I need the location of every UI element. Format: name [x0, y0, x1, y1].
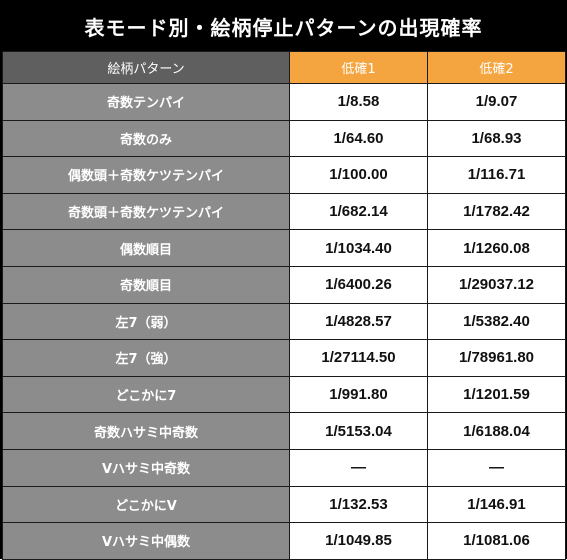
- pattern-cell: どこかに7: [2, 375, 290, 414]
- probability-table: 絵柄パターン 低確1 低確2 奇数テンパイ 1/8.58 1/9.07 奇数のみ…: [2, 51, 566, 560]
- low2-cell: 1/9.07: [427, 83, 566, 121]
- table-row: 左7（弱） 1/4828.57 1/5382.40: [2, 302, 566, 341]
- low2-cell: 1/6188.04: [427, 412, 566, 450]
- low2-cell: 1/68.93: [427, 119, 566, 158]
- table-row: どこかにV 1/132.53 1/146.91: [2, 485, 566, 524]
- low1-cell: 1/1034.40: [289, 229, 428, 267]
- low2-cell: 1/1081.06: [427, 522, 566, 560]
- low1-cell: 1/991.80: [289, 375, 428, 414]
- pattern-cell: 左7（弱）: [2, 302, 290, 341]
- low1-cell: 1/5153.04: [289, 412, 428, 450]
- pattern-cell: Vハサミ中奇数: [2, 448, 290, 487]
- low1-cell: 1/100.00: [289, 156, 428, 194]
- table-row: 偶数順目 1/1034.40 1/1260.08: [2, 229, 566, 267]
- low2-cell: 1/29037.12: [427, 265, 566, 304]
- low1-cell: 1/64.60: [289, 119, 428, 158]
- low2-cell: 1/116.71: [427, 156, 566, 194]
- page-title: 表モード別・絵柄停止パターンの出現確率: [2, 2, 565, 51]
- pattern-cell: 偶数順目: [2, 229, 290, 267]
- table-row: 奇数頭＋奇数ケツテンパイ 1/682.14 1/1782.42: [2, 192, 566, 231]
- low2-cell: 1/5382.40: [427, 302, 566, 341]
- low1-cell: 1/132.53: [289, 485, 428, 524]
- low1-cell: 1/4828.57: [289, 302, 428, 341]
- low2-cell: 1/1260.08: [427, 229, 566, 267]
- low2-cell: 1/1201.59: [427, 375, 566, 414]
- pattern-cell: 奇数のみ: [2, 119, 290, 158]
- table-row: 奇数順目 1/6400.26 1/29037.12: [2, 265, 566, 304]
- table-row: どこかに7 1/991.80 1/1201.59: [2, 375, 566, 414]
- table-row: 左7（強） 1/27114.50 1/78961.80: [2, 339, 566, 377]
- table-row: Vハサミ中奇数 — —: [2, 448, 566, 487]
- pattern-cell: 奇数テンパイ: [2, 83, 290, 121]
- low1-cell: 1/8.58: [289, 83, 428, 121]
- low1-cell: —: [289, 448, 428, 487]
- table-row: 奇数のみ 1/64.60 1/68.93: [2, 119, 566, 158]
- table-header-row: 絵柄パターン 低確1 低確2: [2, 51, 566, 84]
- low2-cell: 1/146.91: [427, 485, 566, 524]
- table-row: 偶数頭＋奇数ケツテンパイ 1/100.00 1/116.71: [2, 156, 566, 194]
- pattern-cell: 奇数順目: [2, 265, 290, 304]
- low2-cell: —: [427, 448, 566, 487]
- table-row: 奇数テンパイ 1/8.58 1/9.07: [2, 83, 566, 121]
- table-row: Vハサミ中偶数 1/1049.85 1/1081.06: [2, 522, 566, 560]
- column-header-pattern: 絵柄パターン: [2, 51, 290, 84]
- low1-cell: 1/6400.26: [289, 265, 428, 304]
- low1-cell: 1/27114.50: [289, 339, 428, 377]
- low2-cell: 1/1782.42: [427, 192, 566, 231]
- low1-cell: 1/1049.85: [289, 522, 428, 560]
- low1-cell: 1/682.14: [289, 192, 428, 231]
- pattern-cell: Vハサミ中偶数: [2, 522, 290, 560]
- pattern-cell: 奇数ハサミ中奇数: [2, 412, 290, 450]
- column-header-low1: 低確1: [289, 51, 428, 84]
- column-header-low2: 低確2: [427, 51, 566, 84]
- pattern-cell: 偶数頭＋奇数ケツテンパイ: [2, 156, 290, 194]
- low2-cell: 1/78961.80: [427, 339, 566, 377]
- pattern-cell: 左7（強）: [2, 339, 290, 377]
- pattern-cell: 奇数頭＋奇数ケツテンパイ: [2, 192, 290, 231]
- table-row: 奇数ハサミ中奇数 1/5153.04 1/6188.04: [2, 412, 566, 450]
- pattern-cell: どこかにV: [2, 485, 290, 524]
